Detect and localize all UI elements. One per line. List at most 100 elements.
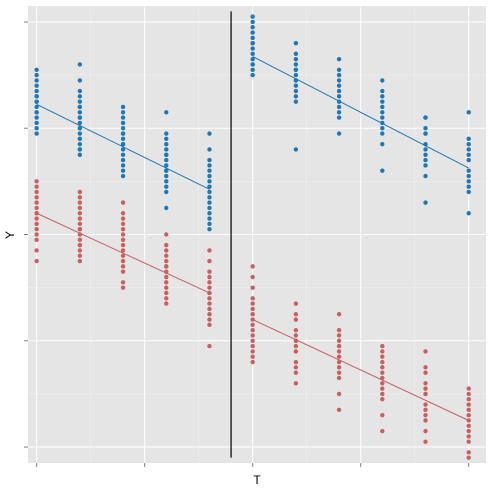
data-point xyxy=(164,179,169,184)
data-point xyxy=(423,131,428,136)
data-point xyxy=(164,189,169,195)
data-point xyxy=(466,455,471,460)
data-point xyxy=(336,56,342,62)
data-point xyxy=(250,338,255,343)
data-point xyxy=(250,285,255,290)
data-point xyxy=(120,200,126,205)
data-point xyxy=(466,434,471,439)
data-point xyxy=(77,88,83,94)
data-point xyxy=(164,296,169,301)
data-point xyxy=(380,94,385,99)
data-point xyxy=(164,205,169,211)
data-point xyxy=(250,343,255,349)
data-point xyxy=(250,322,255,328)
data-point xyxy=(466,450,471,455)
data-point xyxy=(207,343,212,349)
data-point xyxy=(34,258,39,264)
data-point xyxy=(207,221,212,227)
data-point xyxy=(423,412,428,418)
data-point xyxy=(34,83,39,88)
data-point xyxy=(336,391,342,397)
data-point xyxy=(77,242,83,248)
data-point xyxy=(336,99,342,104)
data-point xyxy=(77,211,83,216)
data-point xyxy=(120,141,126,147)
data-point xyxy=(336,365,342,370)
data-point xyxy=(77,221,83,227)
data-point xyxy=(380,386,385,391)
data-point xyxy=(120,163,126,168)
data-point xyxy=(34,104,39,110)
data-point xyxy=(466,402,471,407)
data-point xyxy=(336,407,342,413)
data-point xyxy=(423,173,428,179)
series-1-points xyxy=(34,179,471,460)
data-point xyxy=(34,88,39,94)
data-point xyxy=(164,157,169,163)
data-point xyxy=(164,290,169,296)
data-point xyxy=(207,280,212,285)
data-point xyxy=(466,407,471,413)
data-point xyxy=(250,349,255,354)
data-point xyxy=(250,30,255,35)
data-point xyxy=(380,104,385,110)
data-point xyxy=(293,51,299,57)
data-point xyxy=(336,370,342,375)
data-point xyxy=(77,120,83,126)
data-point xyxy=(466,173,471,179)
data-point xyxy=(77,141,83,147)
data-point xyxy=(466,423,471,429)
data-point xyxy=(34,115,39,120)
data-point xyxy=(466,428,471,434)
data-point xyxy=(423,428,428,434)
data-point xyxy=(380,349,385,354)
data-point xyxy=(77,195,83,200)
data-point xyxy=(164,163,169,168)
data-point xyxy=(380,78,385,83)
data-point xyxy=(293,78,299,83)
data-point xyxy=(77,78,83,83)
data-point xyxy=(120,221,126,227)
data-point xyxy=(466,147,471,152)
data-point xyxy=(293,99,299,104)
data-point xyxy=(336,359,342,365)
data-point xyxy=(34,221,39,227)
data-point xyxy=(423,391,428,397)
data-point xyxy=(380,391,385,397)
data-point xyxy=(336,110,342,115)
data-point xyxy=(293,56,299,62)
data-point xyxy=(293,62,299,67)
data-point xyxy=(120,120,126,126)
data-point xyxy=(293,327,299,333)
fit-lines xyxy=(36,56,469,421)
data-point xyxy=(207,226,212,232)
data-point xyxy=(293,83,299,88)
data-point xyxy=(164,274,169,280)
data-point xyxy=(164,110,169,115)
data-point xyxy=(423,126,428,131)
data-point xyxy=(466,391,471,397)
data-point xyxy=(207,290,212,296)
data-point xyxy=(207,131,212,136)
data-point xyxy=(120,157,126,163)
data-point xyxy=(250,35,255,41)
data-point xyxy=(466,439,471,444)
data-point xyxy=(466,412,471,418)
data-point xyxy=(164,147,169,152)
data-point xyxy=(207,157,212,163)
data-point xyxy=(466,152,471,157)
data-point xyxy=(77,205,83,211)
data-point xyxy=(164,280,169,285)
data-point xyxy=(336,375,342,381)
data-point xyxy=(120,104,126,110)
data-point xyxy=(293,312,299,317)
data-point xyxy=(250,354,255,359)
data-point xyxy=(164,131,169,136)
x-axis-title: T xyxy=(253,473,261,487)
data-point xyxy=(336,333,342,338)
data-point xyxy=(336,327,342,333)
data-point xyxy=(293,301,299,306)
data-point xyxy=(120,152,126,157)
data-point xyxy=(77,94,83,99)
data-point xyxy=(293,317,299,322)
